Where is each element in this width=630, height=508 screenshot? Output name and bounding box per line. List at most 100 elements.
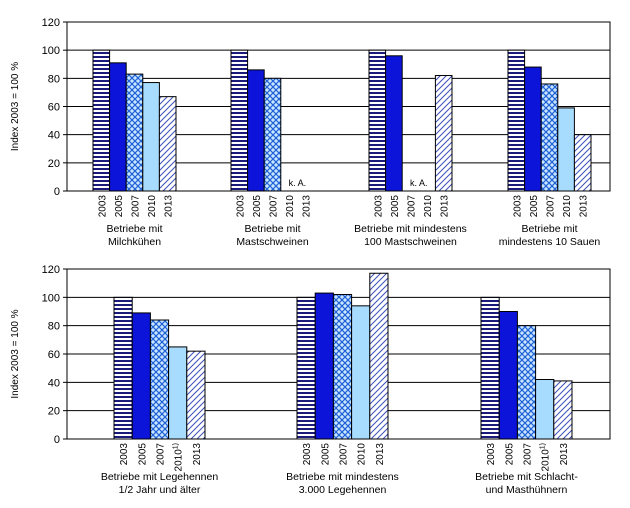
group-label: 100 Mastschweinen (364, 236, 457, 248)
bar (296, 296, 316, 440)
bar (168, 346, 188, 440)
bar (230, 49, 249, 192)
y-tick-label: 0 (54, 186, 60, 198)
y-tick-label: 80 (48, 321, 60, 333)
no-data-note: k. A. (289, 178, 307, 188)
x-tick-label: 2005 (137, 443, 148, 466)
x-tick-label: 2005 (504, 443, 515, 466)
x-tick-label: 2007 (546, 195, 557, 218)
y-tick-label: 100 (42, 292, 60, 304)
x-tick-label: 2013 (375, 443, 386, 466)
y-tick-label: 100 (42, 45, 60, 57)
y-tick-label: 80 (48, 73, 60, 85)
bar (332, 294, 353, 440)
bar (158, 96, 177, 192)
bar (557, 107, 575, 192)
x-tick-label: 2003 (302, 443, 313, 466)
bar (498, 311, 518, 440)
x-tick-label: 2005 (114, 195, 125, 218)
bar (314, 292, 334, 440)
bar (434, 75, 453, 192)
bar (540, 83, 559, 192)
chart-bottom: 0 20 40 60 80 100 120 Index 2003 = 100 % 2003 200… (10, 264, 611, 496)
group-label: mindestens 10 Sauen (499, 236, 601, 248)
bar (385, 55, 403, 192)
y-tick-label: 60 (48, 349, 60, 361)
x-tick-label: 2003 (373, 195, 384, 218)
group-label: Milchkühen (108, 236, 161, 248)
bar (125, 73, 144, 192)
x-tick-label: 2003 (486, 443, 497, 466)
bar (351, 305, 371, 440)
bar (186, 350, 206, 440)
bar (535, 379, 555, 440)
bar (507, 49, 526, 192)
x-tick-label: 2013 (440, 195, 451, 218)
x-tick-label: 2010 (562, 195, 573, 218)
group-label: Betriebe mit (106, 223, 162, 235)
x-tick-label: 2013 (192, 443, 203, 466)
x-tick-label: 2007 (269, 195, 280, 218)
group-label: 3.000 Legehennen (299, 484, 387, 496)
x-tick-label: 2013 (559, 443, 570, 466)
group-label: Betriebe mit (244, 223, 300, 235)
group-label: und Masthühnern (486, 484, 568, 496)
bar (247, 69, 265, 192)
bar (109, 62, 127, 192)
x-tick-label: 2003 (512, 195, 523, 218)
x-tick-label: 2003 (97, 195, 108, 218)
y-tick-label: 40 (48, 130, 60, 142)
bar (131, 312, 151, 440)
bar (524, 66, 542, 192)
bar (516, 325, 537, 440)
x-tick-label: 2013 (164, 195, 175, 218)
y-tick-label: 120 (42, 264, 60, 276)
x-tick-label: 2003 (119, 443, 130, 466)
y-tick-label: 120 (42, 17, 60, 29)
x-tick-label: 2010 (285, 195, 296, 218)
bar (573, 134, 592, 192)
x-tick-label: 2010 (423, 195, 434, 218)
x-tick-label: 2005 (252, 195, 263, 218)
bar (142, 82, 160, 192)
y-tick-label: 60 (48, 102, 60, 114)
group-label: Betriebe mit Schlacht- (475, 471, 578, 483)
x-tick-label: 2010 (357, 443, 368, 466)
x-tick-label: 2005 (320, 443, 331, 466)
group-label: Betriebe mit mindestens (354, 223, 467, 235)
x-tick-label: 2007 (523, 443, 534, 466)
group-label: 1/2 Jahr und älter (119, 484, 201, 496)
bar (480, 296, 500, 440)
x-tick-label: 2013 (302, 195, 313, 218)
bar (263, 77, 282, 192)
y-tick-label: 0 (54, 434, 60, 446)
bar (553, 380, 573, 440)
no-data-note: k. A. (410, 178, 428, 188)
x-tick-label: 2003 (235, 195, 246, 218)
group-label: Mastschweinen (236, 236, 309, 248)
x-tick-label: 20101) (540, 443, 552, 471)
x-tick-label: 2007 (156, 443, 167, 466)
bar (113, 296, 133, 440)
group-label: Betriebe mit mindestens (286, 471, 399, 483)
x-tick-label: 2007 (131, 195, 142, 218)
y-tick-label: 20 (48, 158, 60, 170)
x-tick-label: 2013 (579, 195, 590, 218)
x-tick-label: 2007 (339, 443, 350, 466)
x-tick-label: 2007 (407, 195, 418, 218)
bar (369, 272, 389, 440)
group-label: Betriebe mit Legehennen (101, 471, 218, 483)
chart-top: 0 20 40 60 80 100 120 Index 2003 = 100 % 2003 200… (10, 17, 611, 248)
bar (92, 49, 111, 192)
y-tick-label: 20 (48, 406, 60, 418)
x-tick-label: 20101) (173, 443, 185, 471)
group-label: Betriebe mit (521, 223, 577, 235)
x-tick-label: 2010 (147, 195, 158, 218)
y-tick-label: 40 (48, 377, 60, 389)
x-tick-label: 2005 (529, 195, 540, 218)
bar (149, 319, 170, 440)
x-tick-label: 2005 (390, 195, 401, 218)
bar (368, 49, 387, 192)
y-axis-label: Index 2003 = 100 % (10, 62, 21, 151)
